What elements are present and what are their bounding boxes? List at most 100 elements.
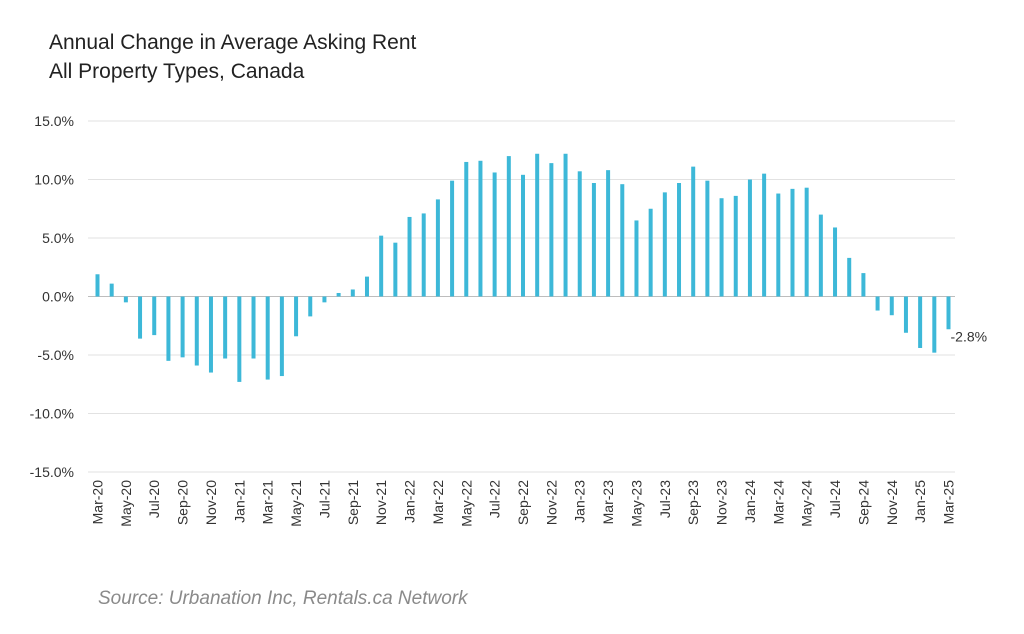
bar <box>620 184 625 297</box>
x-tick-label: Jul-22 <box>487 480 503 518</box>
x-tick-label: May-22 <box>458 480 474 527</box>
x-tick-label: Mar-24 <box>770 480 786 525</box>
x-tick-label: Jul-23 <box>657 480 673 518</box>
x-tick-label: Jul-24 <box>827 480 843 518</box>
bar <box>450 180 455 297</box>
bar <box>606 170 611 297</box>
x-tick-label: Mar-25 <box>941 480 957 525</box>
x-tick-label: Jan-24 <box>742 480 758 523</box>
bar <box>350 289 355 297</box>
x-tick-label: Nov-23 <box>714 480 730 525</box>
x-tick-label: Mar-23 <box>600 480 616 525</box>
x-tick-label: Jan-21 <box>231 480 247 523</box>
bar <box>109 283 114 297</box>
y-tick-label: -10.0% <box>30 406 74 422</box>
bar <box>364 276 369 297</box>
chart-title-block: Annual Change in Average Asking Rent All… <box>49 28 416 86</box>
bar <box>435 199 440 297</box>
bar <box>464 161 469 297</box>
bar <box>506 156 511 297</box>
chart-subtitle: All Property Types, Canada <box>49 60 305 83</box>
bar <box>194 296 199 366</box>
bar <box>762 173 767 297</box>
source-note: Source: Urbanation Inc, Rentals.ca Netwo… <box>98 588 468 609</box>
bar <box>294 296 299 337</box>
bar <box>265 296 270 380</box>
bar <box>393 242 398 297</box>
bar <box>903 296 908 333</box>
x-tick-label: May-23 <box>628 480 644 527</box>
bar <box>521 174 525 297</box>
bar <box>421 213 426 297</box>
bar <box>123 296 128 303</box>
bar <box>180 296 185 358</box>
chart-title: Annual Change in Average Asking Rent <box>49 31 417 54</box>
bar <box>861 273 866 297</box>
x-tick-label: May-21 <box>288 480 304 527</box>
bar <box>535 153 540 297</box>
x-tick-label: Jul-20 <box>146 480 162 518</box>
bar <box>776 193 781 297</box>
bar <box>733 195 738 297</box>
bar <box>208 296 213 373</box>
y-tick-label: -5.0% <box>37 347 74 363</box>
x-tick-label: Mar-21 <box>260 480 276 525</box>
bar <box>492 172 497 297</box>
bar <box>932 296 937 353</box>
bar <box>152 296 157 336</box>
y-tick-label: 10.0% <box>34 172 74 188</box>
bar <box>818 214 823 297</box>
data-label: -2.8% <box>951 328 988 344</box>
bar <box>889 296 894 316</box>
bar <box>549 163 554 297</box>
bar <box>322 296 327 303</box>
x-tick-label: Sep-22 <box>515 480 531 525</box>
bar <box>223 296 228 359</box>
y-tick-label: -15.0% <box>30 464 74 480</box>
bar <box>918 296 923 348</box>
bar <box>336 292 341 297</box>
x-tick-label: Mar-22 <box>430 480 446 525</box>
bar <box>166 296 171 361</box>
bar <box>138 296 143 339</box>
bar <box>478 160 483 297</box>
bar <box>648 208 653 297</box>
bar <box>308 296 313 317</box>
x-tick-label: Mar-20 <box>90 480 106 525</box>
bar <box>747 179 752 297</box>
bar <box>407 216 412 297</box>
x-tick-label: Nov-24 <box>884 480 900 525</box>
x-tick-label: Jan-23 <box>572 480 588 523</box>
y-tick-label: 0.0% <box>42 289 74 305</box>
bar <box>95 274 100 297</box>
bar <box>577 171 582 297</box>
bar <box>833 227 838 297</box>
bar <box>946 296 951 330</box>
x-tick-label: Sep-20 <box>175 480 191 525</box>
bar <box>279 296 284 377</box>
x-tick-label: Jan-25 <box>912 480 928 523</box>
bar <box>251 296 256 359</box>
bar <box>379 235 384 297</box>
bar <box>691 166 696 297</box>
bar <box>705 180 710 297</box>
x-tick-label: Nov-22 <box>543 480 559 525</box>
x-tick-label: May-24 <box>799 480 815 527</box>
x-tick-label: Jul-21 <box>316 480 332 518</box>
bar-chart: 15.0% 10.0% 5.0% 0.0% -5.0% -10.0% -15.0% Mar-2… <box>30 113 988 527</box>
x-tick-label: Nov-21 <box>373 480 389 525</box>
x-tick-label: Sep-23 <box>685 480 701 525</box>
y-tick-label: 5.0% <box>42 230 74 246</box>
y-tick-label: 15.0% <box>34 113 74 129</box>
bar <box>677 183 682 297</box>
x-tick-label: May-20 <box>118 480 134 527</box>
bar <box>237 296 242 382</box>
bar <box>591 183 596 297</box>
bar <box>804 187 809 297</box>
bar <box>847 257 852 297</box>
bar <box>563 153 568 297</box>
x-tick-label: Jan-22 <box>402 480 418 523</box>
bar <box>662 192 667 297</box>
bar <box>634 220 639 297</box>
x-tick-label: Sep-24 <box>855 480 871 525</box>
